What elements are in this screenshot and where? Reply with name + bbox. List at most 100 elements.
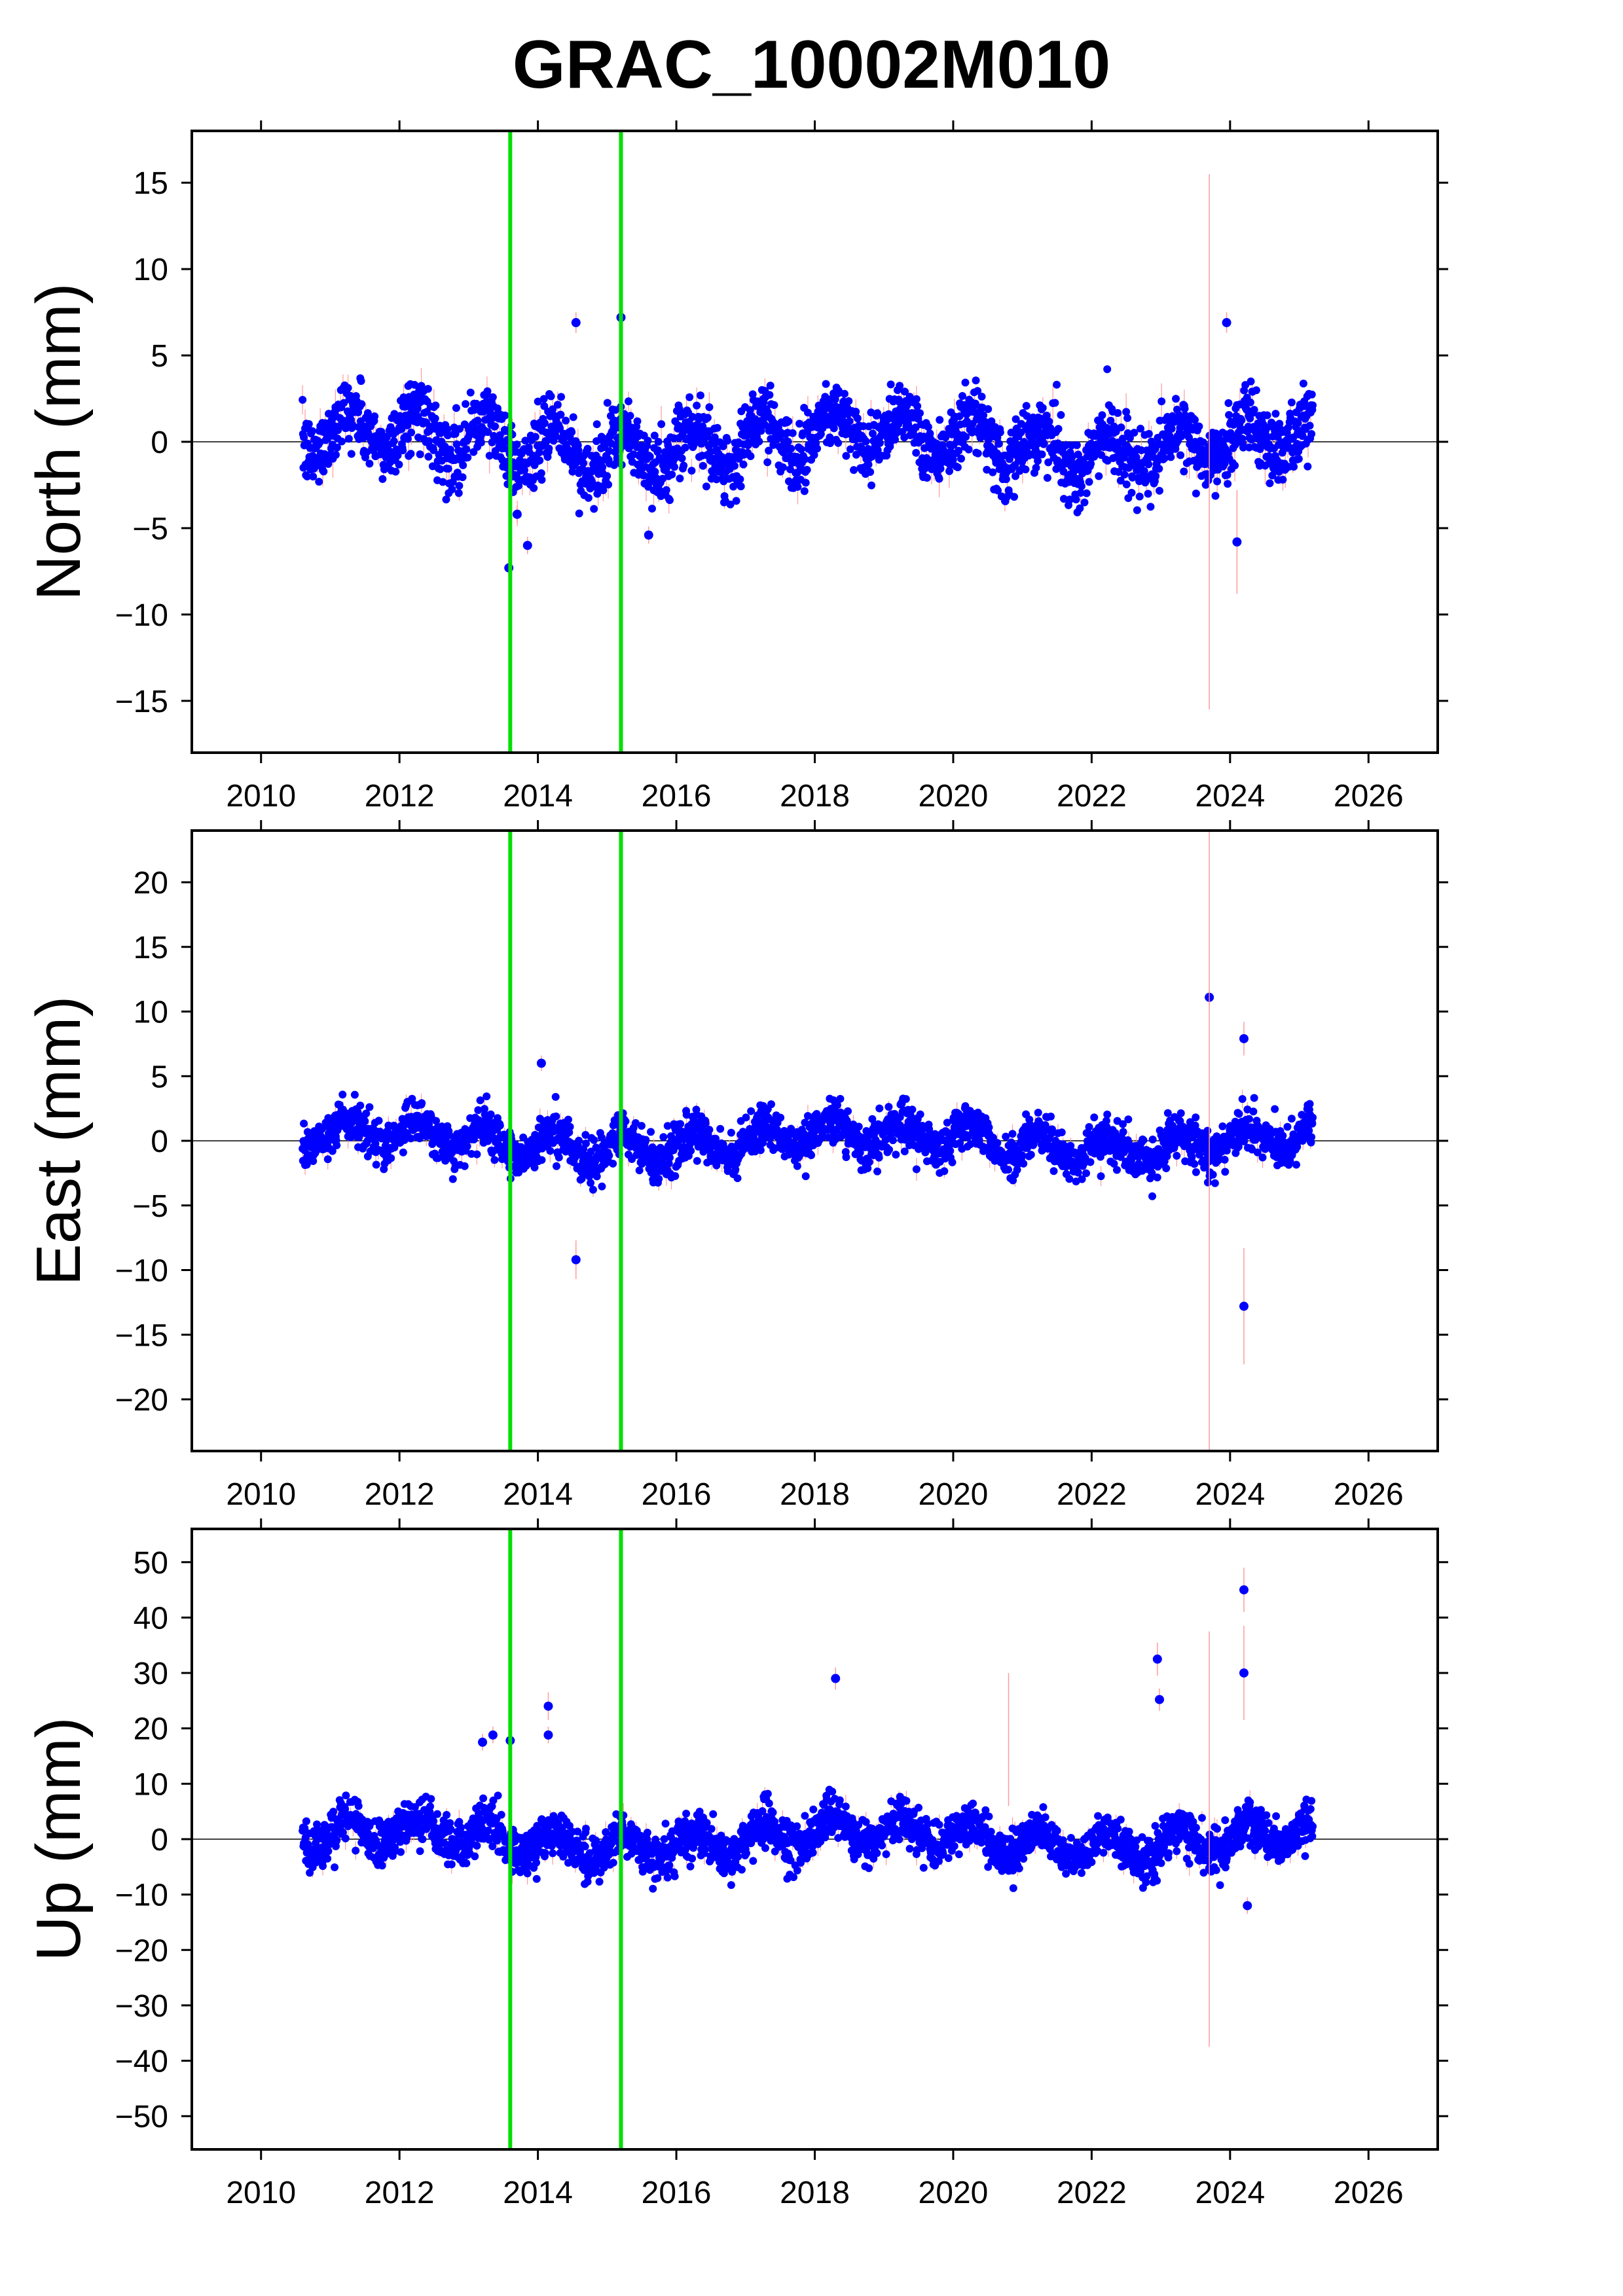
data-point: [713, 423, 721, 432]
data-point: [955, 446, 963, 455]
data-point: [575, 509, 583, 518]
x-tick-label: 2018: [780, 779, 850, 814]
data-point: [1103, 365, 1112, 374]
data-point: [866, 468, 875, 476]
data-point: [1299, 379, 1307, 387]
data-point: [705, 403, 714, 412]
data-point: [1266, 479, 1274, 488]
data-point: [446, 446, 454, 454]
data-point: [392, 467, 400, 476]
outlier-point: [1232, 537, 1242, 547]
data-point: [873, 446, 882, 454]
data-point: [1160, 454, 1169, 463]
data-point: [1118, 435, 1127, 443]
data-point: [736, 475, 744, 484]
data-point: [945, 467, 954, 475]
data-point: [864, 1164, 872, 1173]
data-point: [407, 450, 415, 458]
data-point: [788, 429, 797, 437]
data-point: [539, 395, 548, 403]
data-point: [742, 1113, 750, 1122]
data-point: [1033, 440, 1042, 448]
data-point: [1180, 467, 1188, 476]
data-point: [953, 463, 962, 472]
data-point: [962, 433, 970, 441]
data-point: [1294, 455, 1303, 463]
data-point: [538, 476, 546, 484]
data-point: [985, 1123, 993, 1132]
data-point: [590, 505, 598, 513]
data-point: [787, 444, 795, 453]
data-point: [361, 1117, 369, 1126]
data-point: [854, 1122, 863, 1131]
data-layer: [192, 831, 1438, 1451]
data-point: [462, 400, 470, 408]
data-point: [553, 401, 562, 409]
data-point: [552, 1112, 560, 1121]
data-point: [455, 482, 464, 490]
data-point: [488, 393, 497, 401]
data-point: [552, 1162, 560, 1170]
data-point: [454, 489, 463, 497]
data-point: [647, 505, 656, 513]
data-point: [399, 1148, 407, 1157]
data-point: [767, 1100, 775, 1109]
data-point: [755, 437, 763, 446]
outlier-point: [571, 317, 581, 327]
data-point: [496, 1121, 504, 1130]
data-point: [833, 1101, 841, 1109]
east-panel: 2010 2012 2014 2016 2018 2020 2022 2024 2026−20−…: [24, 820, 1448, 1512]
data-point: [1022, 402, 1030, 410]
data-point: [1155, 486, 1163, 495]
y-tick-label: 10: [134, 253, 168, 287]
data-point: [1019, 1159, 1028, 1168]
data-point: [635, 1166, 644, 1175]
data-point: [853, 414, 862, 423]
data-point: [670, 463, 679, 471]
data-point: [864, 460, 873, 469]
data-point: [344, 435, 353, 443]
data-point: [581, 1139, 590, 1148]
y-axis-label: North (mm): [24, 283, 94, 600]
data-point: [448, 485, 456, 493]
data-point: [1123, 414, 1132, 422]
data-point: [315, 478, 323, 486]
data-point: [432, 1117, 441, 1125]
data-point: [1213, 477, 1222, 486]
data-point: [668, 471, 676, 479]
data-point: [1271, 410, 1280, 418]
data-point: [840, 389, 848, 398]
data-point: [688, 412, 697, 421]
data-layer: [192, 173, 1438, 710]
data-point: [1120, 471, 1129, 479]
data-point: [1106, 416, 1115, 425]
data-point: [900, 433, 909, 442]
data-point: [646, 452, 654, 461]
data-point: [536, 456, 544, 465]
data-point: [1002, 1132, 1010, 1141]
y-tick-label: −10: [115, 598, 168, 633]
data-point: [651, 467, 659, 476]
data-point: [331, 450, 340, 459]
data-point: [1076, 504, 1084, 512]
data-point: [875, 1153, 883, 1162]
data-point: [665, 1153, 674, 1162]
data-point: [1116, 476, 1125, 485]
data-point: [971, 399, 979, 408]
data-point: [1085, 478, 1093, 486]
data-point: [531, 433, 539, 441]
y-tick-label: 15: [134, 166, 168, 201]
data-point: [862, 437, 870, 446]
data-point: [703, 414, 712, 422]
data-point: [896, 382, 904, 390]
data-point: [316, 438, 324, 446]
data-point: [626, 412, 634, 420]
data-point: [371, 412, 379, 421]
data-point: [803, 408, 812, 417]
data-point: [1192, 490, 1200, 498]
data-point: [1087, 459, 1095, 468]
data-point: [753, 1127, 761, 1136]
data-point: [1284, 441, 1292, 450]
data-point: [1250, 406, 1258, 414]
data-point: [1223, 471, 1231, 479]
